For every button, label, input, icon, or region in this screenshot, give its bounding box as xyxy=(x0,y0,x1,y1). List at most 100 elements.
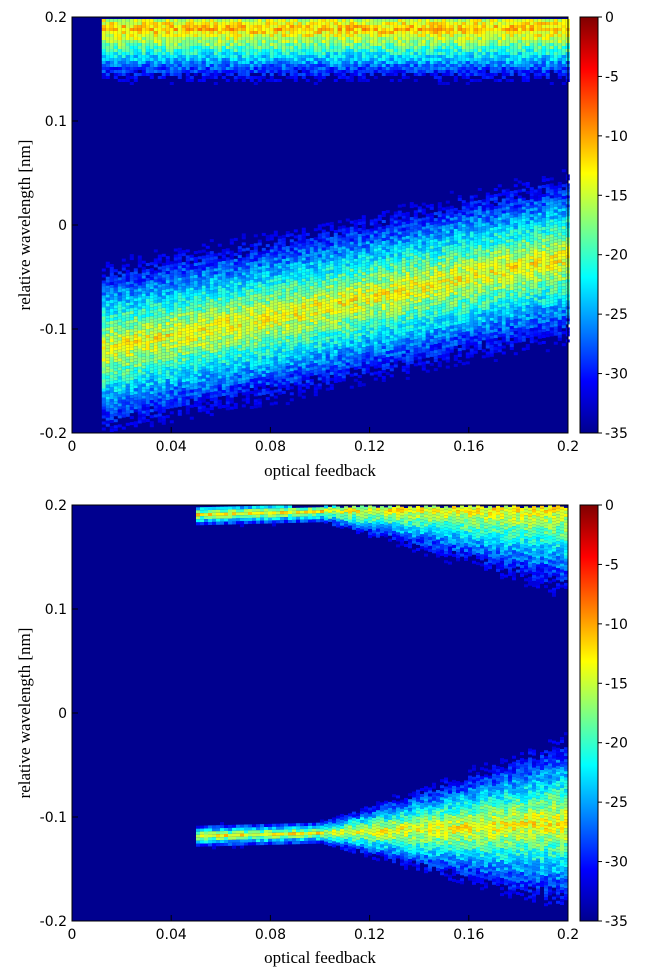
heatmap-cell xyxy=(117,292,122,296)
heatmap-cell xyxy=(121,345,126,349)
heatmap-cell xyxy=(353,19,358,22)
heatmap-cell xyxy=(197,304,202,308)
heatmap-cell xyxy=(245,331,250,335)
heatmap-cell xyxy=(169,402,174,406)
heatmap-cell xyxy=(469,40,474,43)
heatmap-cell xyxy=(305,250,310,254)
heatmap-cell xyxy=(273,341,278,345)
heatmap-cell xyxy=(369,73,374,76)
heatmap-cell xyxy=(305,361,310,365)
heatmap-cell xyxy=(245,394,250,398)
heatmap-cell xyxy=(113,347,118,351)
heatmap-cell xyxy=(433,25,438,28)
heatmap-cell xyxy=(145,374,150,377)
heatmap-cell xyxy=(113,34,118,37)
heatmap-cell xyxy=(277,58,282,61)
heatmap-cell xyxy=(197,337,202,341)
heatmap-cell xyxy=(473,31,478,34)
heatmap-cell xyxy=(369,61,374,64)
heatmap-cell xyxy=(113,308,118,312)
heatmap-cell xyxy=(253,43,258,46)
heatmap-cell xyxy=(129,341,134,345)
heatmap-cell xyxy=(305,385,310,389)
heatmap-cell xyxy=(561,82,566,85)
heatmap-cell xyxy=(109,351,114,354)
heatmap-cell xyxy=(345,37,350,40)
heatmap-cell xyxy=(553,40,558,43)
heatmap-cell xyxy=(257,55,262,58)
heatmap-cell xyxy=(389,67,394,70)
heatmap-cell xyxy=(277,244,282,248)
heatmap-cell xyxy=(333,70,338,73)
heatmap-cell xyxy=(105,390,110,394)
heatmap-cell xyxy=(305,301,310,305)
heatmap-cell xyxy=(293,355,298,359)
heatmap-cell xyxy=(277,343,282,347)
heatmap-cell xyxy=(189,269,194,273)
heatmap-cell xyxy=(177,331,182,335)
heatmap-cell xyxy=(193,61,198,64)
heatmap-cell xyxy=(301,365,306,369)
heatmap-cell xyxy=(169,396,174,400)
heatmap-cell xyxy=(177,73,182,76)
heatmap-cell xyxy=(117,286,122,290)
heatmap-cell xyxy=(497,64,502,67)
heatmap-cell xyxy=(101,268,106,272)
heatmap-cell xyxy=(477,79,482,82)
heatmap-cell xyxy=(301,329,306,333)
heatmap-cell xyxy=(185,67,190,70)
heatmap-cell xyxy=(273,395,278,399)
heatmap-cell xyxy=(297,369,302,373)
heatmap-cell xyxy=(329,43,334,46)
heatmap-cell xyxy=(157,58,162,61)
heatmap-cell xyxy=(237,67,242,70)
heatmap-cell xyxy=(225,356,230,360)
heatmap-cell xyxy=(229,19,234,22)
heatmap-cell xyxy=(189,76,194,79)
heatmap-cell xyxy=(121,34,126,37)
heatmap-cell xyxy=(141,371,146,375)
heatmap-cell xyxy=(177,322,182,326)
heatmap-cell xyxy=(213,328,218,332)
heatmap-cell xyxy=(241,28,246,31)
heatmap-cell xyxy=(549,67,554,70)
heatmap-cell xyxy=(197,295,202,299)
heatmap-cell xyxy=(545,22,550,25)
heatmap-cell xyxy=(305,19,310,22)
heatmap-cell xyxy=(161,400,166,404)
heatmap-cell xyxy=(225,362,230,366)
heatmap-cell xyxy=(225,314,230,318)
heatmap-cell xyxy=(213,358,218,362)
heatmap-cell xyxy=(193,40,198,43)
heatmap-cell xyxy=(157,329,162,333)
heatmap-cell xyxy=(177,319,182,323)
heatmap-cell xyxy=(105,321,110,325)
heatmap-cell xyxy=(161,352,166,356)
heatmap-cell xyxy=(477,58,482,61)
heatmap-cell xyxy=(473,73,478,76)
heatmap-cell xyxy=(225,317,230,321)
heatmap-cell xyxy=(293,19,298,22)
heatmap-cell xyxy=(305,349,310,353)
heatmap-cell xyxy=(177,346,182,350)
heatmap-cell xyxy=(189,347,194,351)
heatmap-cell xyxy=(293,40,298,43)
heatmap-cell xyxy=(553,28,558,31)
heatmap-cell xyxy=(505,22,510,25)
heatmap-cell xyxy=(205,40,210,43)
heatmap-cell xyxy=(105,411,110,415)
heatmap-cell xyxy=(265,304,270,308)
heatmap-cell xyxy=(281,366,286,370)
heatmap-cell xyxy=(489,28,494,31)
heatmap-cell xyxy=(181,394,186,398)
heatmap-cell xyxy=(149,358,154,362)
heatmap-cell xyxy=(181,271,186,275)
heatmap-cell xyxy=(109,354,114,357)
heatmap-cell xyxy=(185,303,190,307)
heatmap-cell xyxy=(209,25,214,28)
heatmap-cell xyxy=(185,261,190,265)
heatmap-cell xyxy=(401,70,406,73)
heatmap-cell xyxy=(313,55,318,58)
heatmap-cell xyxy=(297,357,302,361)
heatmap-cell xyxy=(221,405,226,408)
